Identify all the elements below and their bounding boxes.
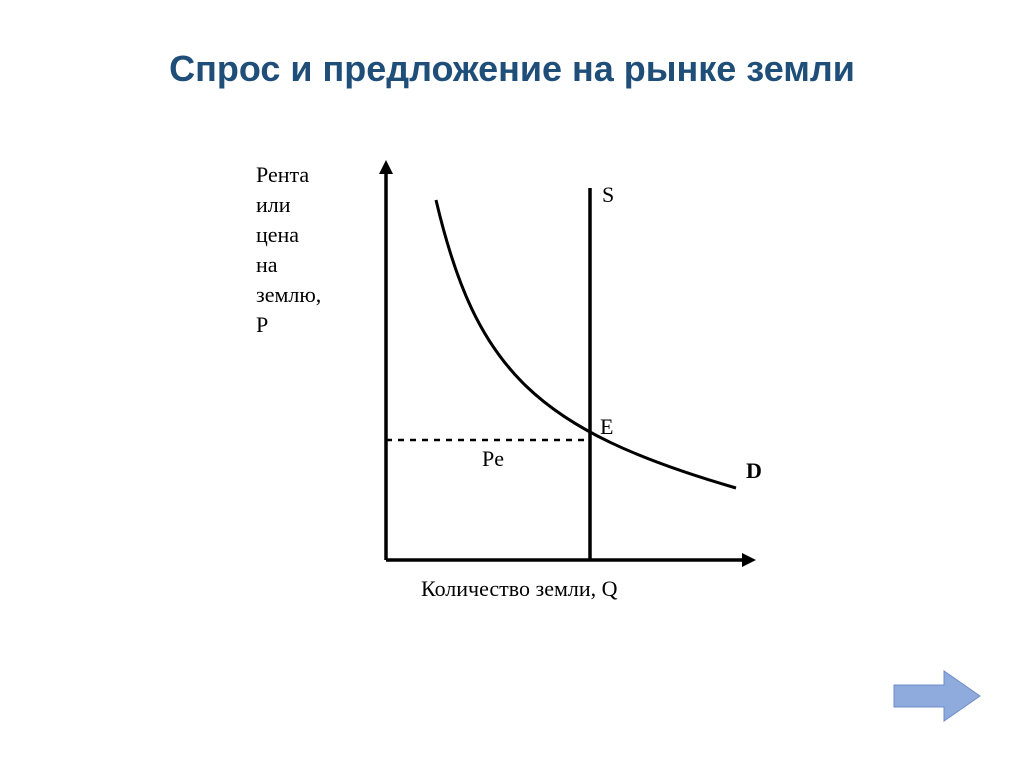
svg-text:на: на: [256, 252, 278, 277]
svg-text:D: D: [746, 458, 762, 483]
svg-text:S: S: [602, 182, 614, 207]
svg-text:Pe: Pe: [482, 446, 504, 471]
svg-text:цена: цена: [256, 222, 299, 247]
svg-text:P: P: [256, 312, 268, 337]
svg-text:землю,: землю,: [256, 282, 321, 307]
svg-text:E: E: [600, 414, 613, 439]
slide-title: Спрос и предложение на рынке земли: [0, 48, 1024, 90]
svg-text:или: или: [256, 192, 291, 217]
svg-text:Рента: Рента: [256, 162, 309, 187]
supply-demand-chart: Рента или цена на землю, P Количество земли, Q…: [236, 140, 788, 620]
svg-text:Количество земли, Q: Количество земли, Q: [421, 576, 618, 601]
slide: Спрос и предложение на рынке земли Рента…: [0, 0, 1024, 767]
next-arrow-button[interactable]: [892, 667, 982, 725]
